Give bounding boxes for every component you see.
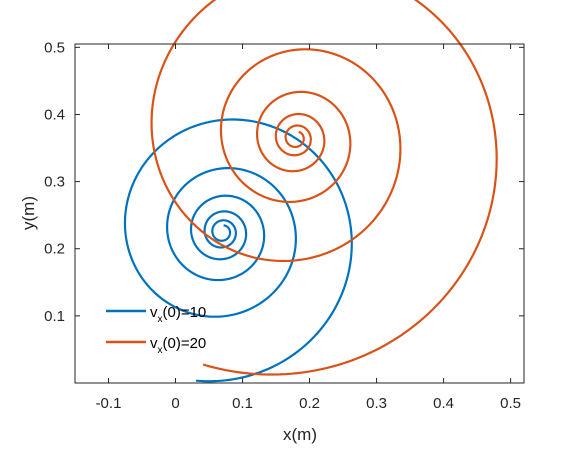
x-tick-label: -0.1 bbox=[96, 395, 122, 412]
y-tick-label: 0.1 bbox=[44, 308, 65, 325]
plot-background bbox=[75, 44, 524, 383]
x-tick-label: 0.1 bbox=[232, 395, 253, 412]
y-axis-title: y(m) bbox=[19, 196, 38, 230]
x-tick-label: 0.5 bbox=[500, 395, 521, 412]
axes-box bbox=[74, 43, 525, 384]
series-line-1 bbox=[123, 118, 353, 383]
y-tick-label: 0.4 bbox=[44, 106, 65, 123]
legend: vx(0)=10 vx(0)=20 bbox=[106, 304, 206, 356]
x-axis-title: x(m) bbox=[283, 425, 317, 444]
legend-label-1: vx(0)=10 bbox=[150, 304, 206, 325]
x-tick-label: 0.3 bbox=[366, 395, 387, 412]
ticks-layer: -0.1 0 0.1 0.2 0.3 0.4 0.5 0.1 0.2 0.3 0.4 0.5 bbox=[44, 39, 524, 412]
y-tick-label: 0.5 bbox=[44, 39, 65, 56]
series-line-2 bbox=[150, 0, 498, 376]
x-tick-label: 0.4 bbox=[433, 395, 454, 412]
x-tick-label: 0.2 bbox=[299, 395, 320, 412]
y-tick-label: 0.3 bbox=[44, 174, 65, 191]
x-tick-label: 0 bbox=[171, 395, 179, 412]
series-layer bbox=[123, 0, 498, 383]
y-tick-label: 0.2 bbox=[44, 241, 65, 258]
legend-label-2: vx(0)=20 bbox=[150, 335, 206, 356]
